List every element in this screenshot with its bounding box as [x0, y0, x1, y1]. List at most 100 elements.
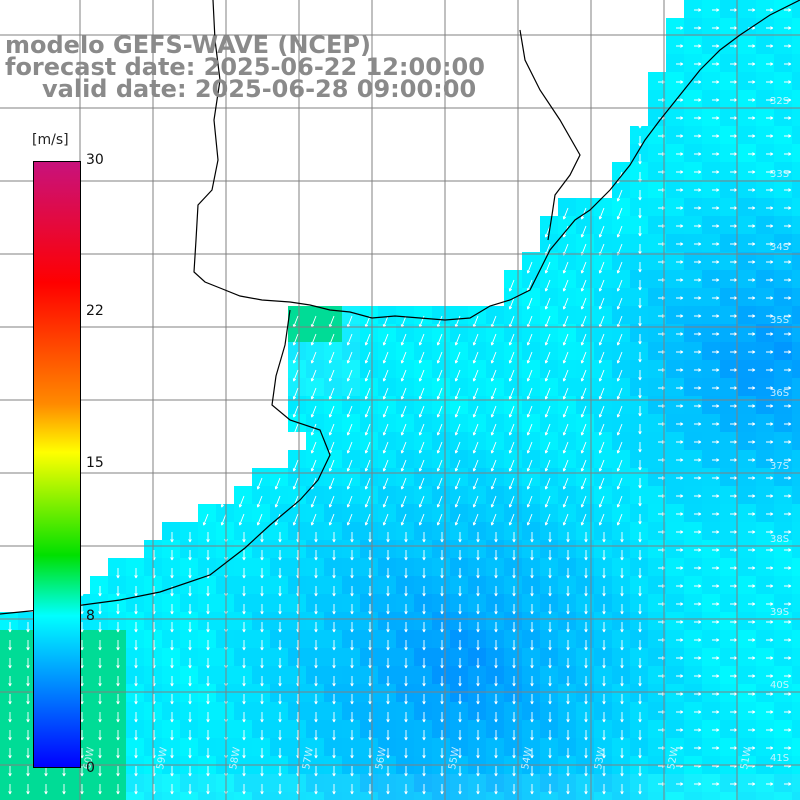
ocean-cell: [558, 432, 576, 450]
wind-arrow: [386, 784, 390, 795]
ocean-cell: [558, 378, 576, 396]
wind-arrow: [490, 369, 497, 382]
wind-arrow: [676, 584, 684, 588]
wind-arrow: [188, 748, 192, 759]
wind-arrow: [694, 26, 702, 30]
ocean-cell: [540, 468, 558, 486]
ocean-cell: [702, 270, 720, 288]
ocean-cell: [702, 36, 720, 54]
ocean-cell: [432, 630, 450, 648]
ocean-cell: [396, 594, 414, 612]
ocean-cell: [540, 594, 558, 612]
wind-arrow: [26, 694, 30, 705]
wind-arrow: [694, 98, 702, 102]
ocean-cell: [756, 432, 774, 450]
wind-arrow: [328, 369, 335, 382]
ocean-cell: [198, 720, 216, 738]
wind-arrow: [260, 586, 264, 597]
wind-arrow: [242, 640, 246, 651]
wind-arrow: [292, 351, 299, 364]
wind-arrow: [314, 532, 318, 543]
wind-arrow: [580, 351, 587, 364]
wind-arrow: [694, 332, 702, 336]
ocean-cell: [702, 738, 720, 756]
wind-arrow: [260, 766, 264, 777]
ocean-cell: [666, 576, 684, 594]
wind-arrow: [310, 405, 317, 418]
ocean-cell: [126, 612, 144, 630]
ocean-cell: [324, 360, 342, 378]
colorbar-tick-8: 8: [86, 608, 95, 624]
wind-arrow: [422, 568, 426, 579]
ocean-cell: [414, 486, 432, 504]
wind-arrow: [346, 459, 353, 472]
ocean-cell: [576, 720, 594, 738]
ocean-cell: [468, 648, 486, 666]
wind-arrow: [544, 513, 551, 526]
ocean-cell: [414, 684, 432, 702]
wind-arrow: [494, 622, 498, 633]
ocean-cell: [306, 720, 324, 738]
wind-arrow: [98, 586, 102, 597]
ocean-cell: [756, 18, 774, 36]
ocean-cell: [234, 702, 252, 720]
ocean-cell: [270, 774, 288, 792]
ocean-cell: [522, 594, 540, 612]
ocean-cell: [162, 522, 180, 540]
wind-arrow: [748, 152, 756, 156]
wind-arrow: [676, 530, 684, 534]
ocean-cell: [684, 360, 702, 378]
ocean-cell: [756, 378, 774, 396]
wind-arrow: [766, 494, 774, 498]
ocean-cell: [504, 558, 522, 576]
ocean-cell: [594, 702, 612, 720]
ocean-cell: [666, 594, 684, 612]
wind-arrow: [638, 316, 642, 327]
ocean-cell: [792, 324, 800, 342]
ocean-cell: [468, 432, 486, 450]
ocean-cell: [198, 612, 216, 630]
ocean-cell: [720, 378, 738, 396]
wind-arrow: [458, 604, 462, 615]
wind-arrow: [476, 640, 480, 651]
wind-arrow: [206, 622, 210, 633]
wind-arrow: [278, 604, 282, 615]
wind-arrow: [766, 8, 774, 12]
wind-arrow: [620, 622, 624, 633]
ocean-cell: [486, 612, 504, 630]
ocean-cell: [774, 252, 792, 270]
ocean-cell: [774, 108, 792, 126]
ocean-cell: [612, 486, 630, 504]
ocean-cell: [630, 162, 648, 180]
ocean-cell: [684, 774, 702, 792]
wind-arrow: [260, 532, 264, 543]
ocean-cell: [18, 666, 36, 684]
wind-arrow: [368, 676, 372, 687]
wind-arrow: [638, 370, 642, 381]
wind-arrow: [530, 604, 534, 615]
ocean-cell: [306, 324, 324, 342]
wind-arrow: [400, 405, 407, 418]
ocean-cell: [18, 774, 36, 792]
ocean-cell: [18, 738, 36, 756]
wind-arrow: [712, 62, 720, 66]
ocean-cell: [198, 630, 216, 648]
ocean-cell: [684, 522, 702, 540]
ocean-cell: [522, 648, 540, 666]
colorbar: [33, 161, 81, 768]
ocean-cell: [360, 504, 378, 522]
ocean-cell: [522, 414, 540, 432]
ocean-cell: [324, 414, 342, 432]
wind-arrow: [134, 658, 138, 669]
ocean-cell: [378, 558, 396, 576]
ocean-cell: [612, 612, 630, 630]
wind-arrow: [548, 676, 552, 687]
wind-arrow: [620, 730, 624, 741]
ocean-cell: [522, 738, 540, 756]
ocean-cell: [378, 360, 396, 378]
wind-arrow: [748, 98, 756, 102]
wind-arrow: [694, 584, 702, 588]
ocean-cell: [234, 792, 252, 800]
ocean-cell: [450, 774, 468, 792]
ocean-cell: [594, 774, 612, 792]
